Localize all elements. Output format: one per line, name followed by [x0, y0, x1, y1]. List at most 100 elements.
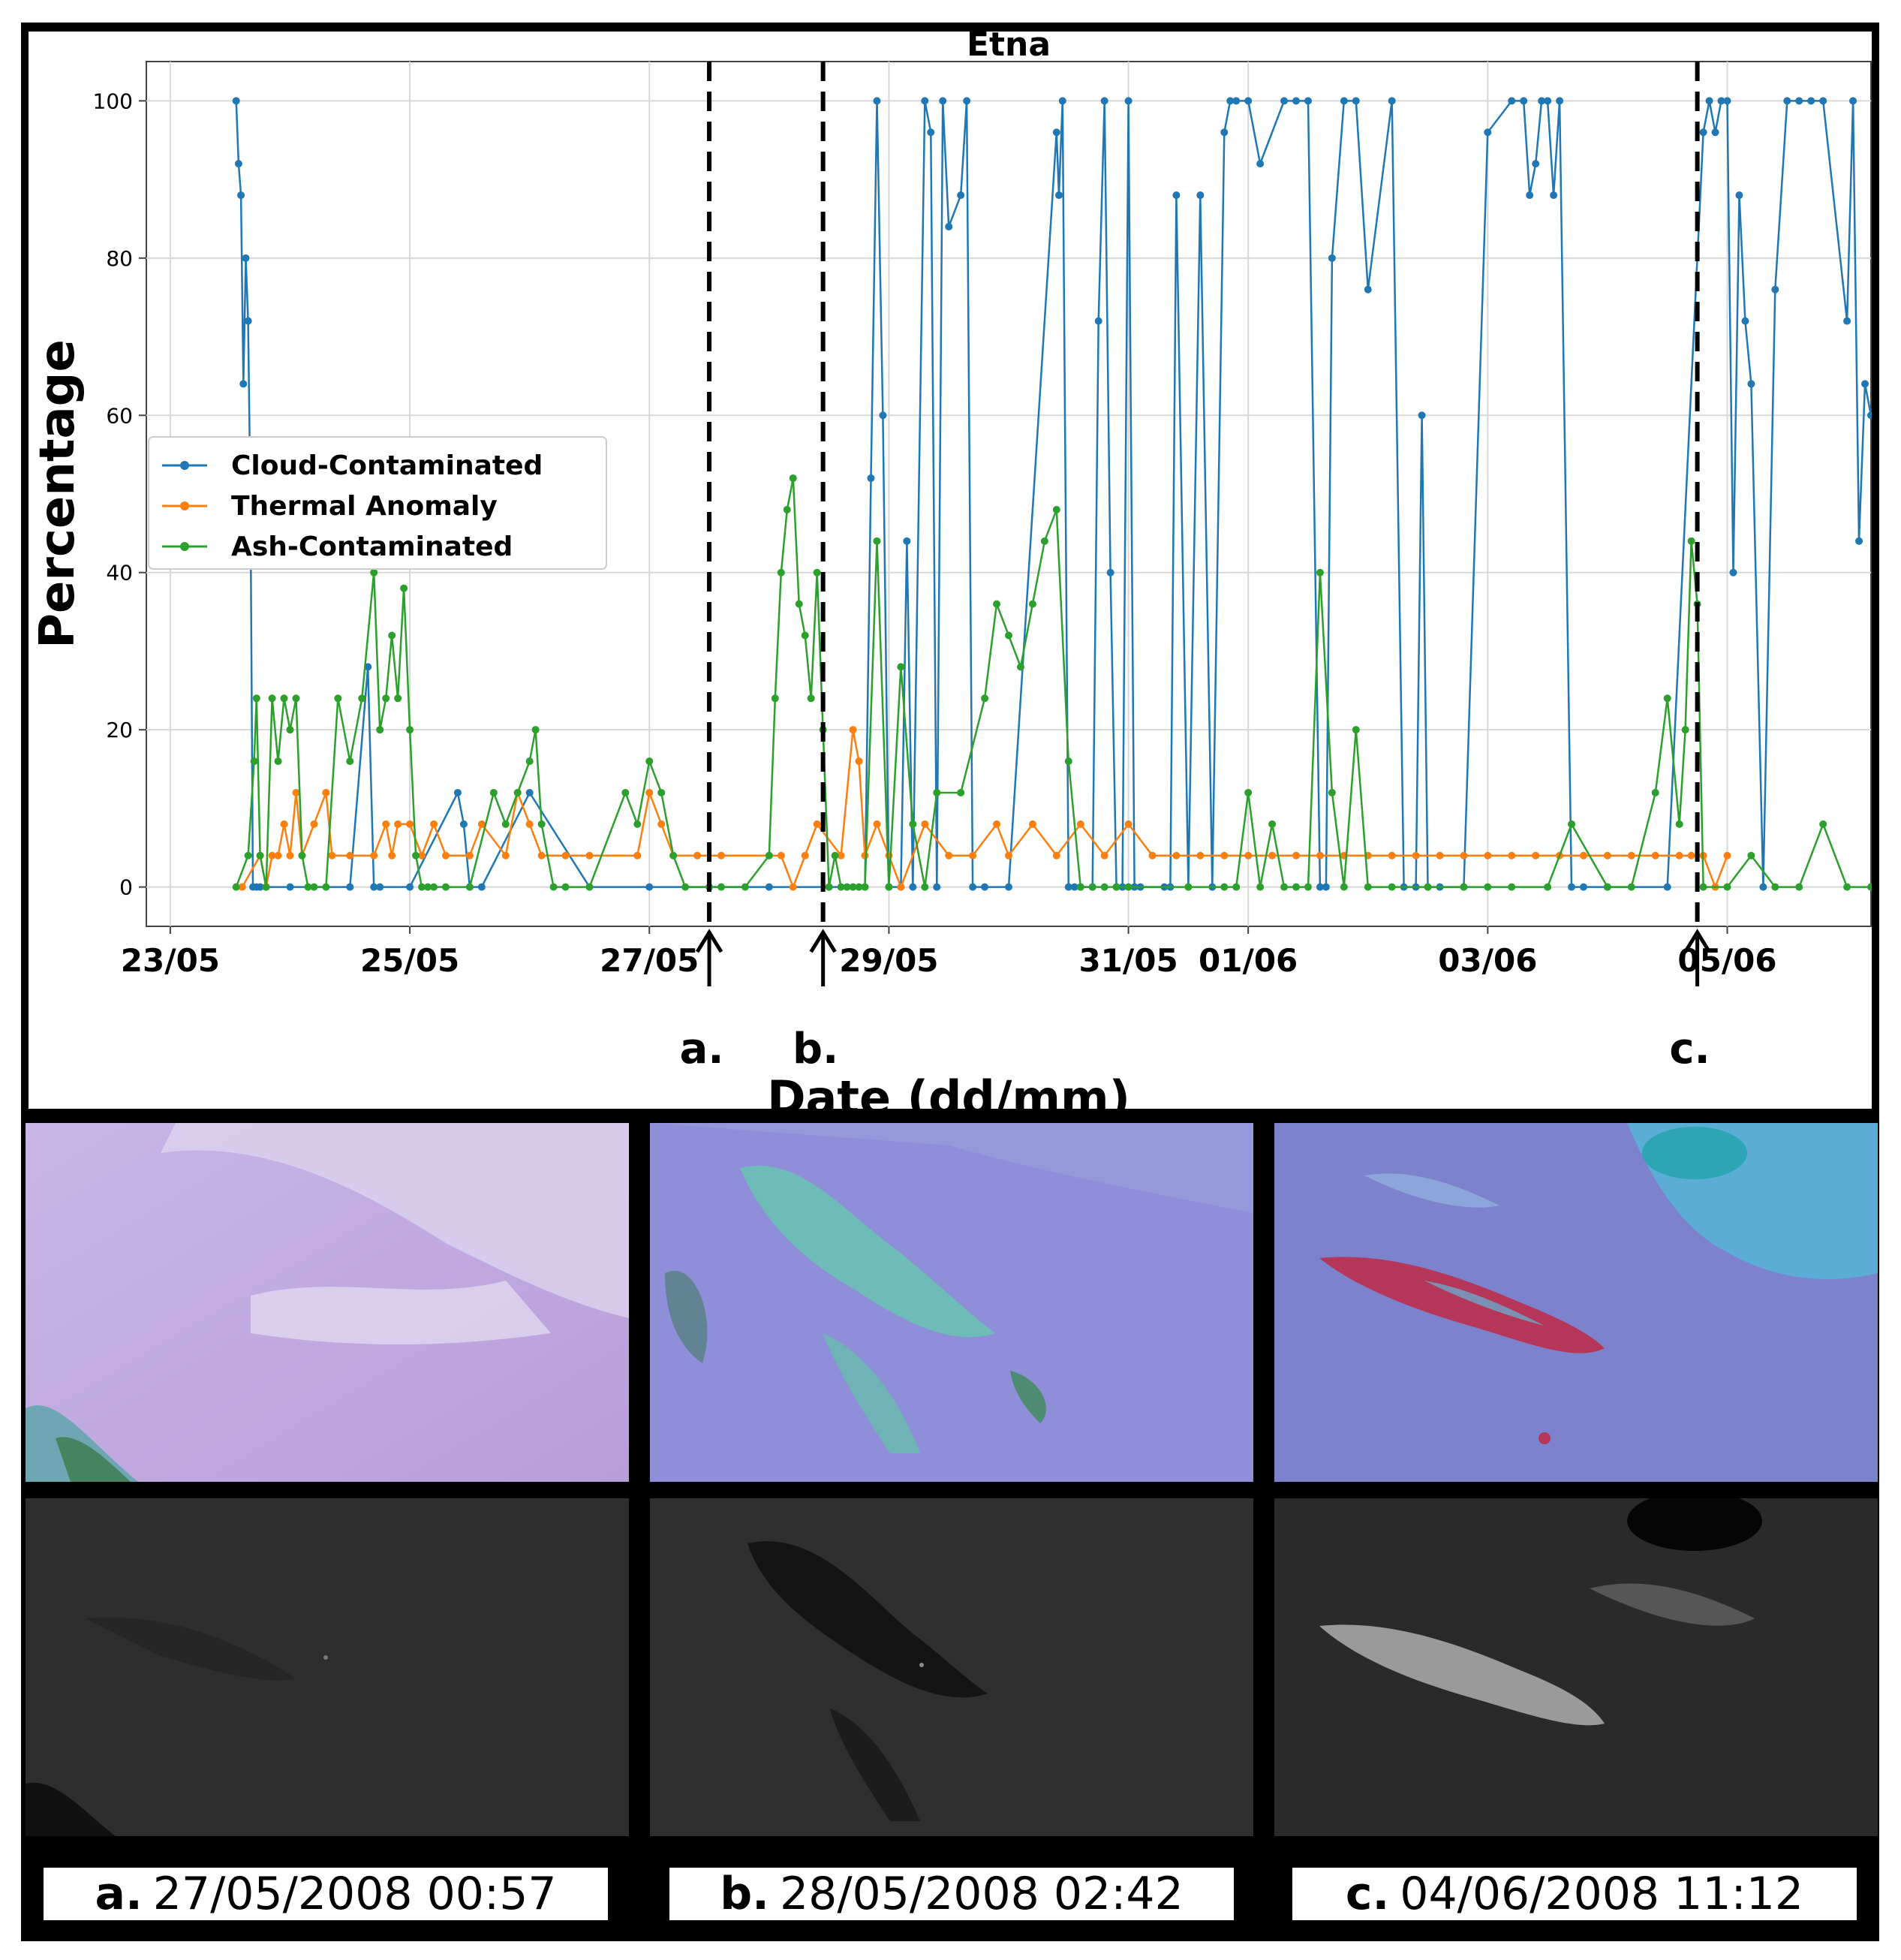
data-point: [1364, 285, 1372, 294]
x-axis-label: Date (dd/mm): [767, 1070, 1130, 1109]
data-point: [1052, 851, 1060, 860]
event-arrow-head: [1683, 929, 1711, 953]
data-point: [1040, 537, 1048, 545]
data-point: [1328, 788, 1336, 796]
data-point: [1172, 191, 1181, 200]
data-point: [561, 851, 570, 860]
rgb-image-a: [26, 1123, 629, 1482]
data-point: [885, 883, 893, 891]
y-axis-label: Percentage: [30, 339, 86, 649]
data-point: [286, 883, 294, 891]
data-point: [849, 883, 857, 891]
data-point: [1771, 285, 1779, 294]
data-point: [1849, 97, 1857, 105]
data-point: [238, 883, 246, 891]
data-point: [280, 694, 288, 703]
x-tick-label: 27/05: [600, 942, 699, 979]
data-point: [394, 694, 402, 703]
x-tick-label: 23/05: [121, 942, 220, 979]
data-point: [645, 788, 654, 796]
data-point: [1556, 97, 1564, 105]
data-point: [358, 694, 366, 703]
data-point: [933, 788, 941, 796]
data-point: [430, 820, 438, 828]
data-point: [1076, 883, 1084, 891]
data-point: [1711, 128, 1719, 137]
data-point: [1328, 254, 1336, 262]
data-point: [771, 694, 779, 703]
data-point: [1316, 568, 1324, 577]
data-point: [310, 883, 318, 891]
data-point: [1244, 97, 1253, 105]
data-point: [903, 537, 911, 545]
data-point: [1100, 851, 1108, 860]
data-point: [1627, 851, 1635, 860]
data-point: [262, 883, 270, 891]
data-point: [765, 851, 773, 860]
data-point: [1388, 851, 1396, 860]
data-point: [1699, 128, 1707, 137]
data-point: [1280, 883, 1289, 891]
data-point: [1352, 97, 1360, 105]
data-point: [382, 694, 390, 703]
data-point: [783, 505, 791, 513]
data-point: [1747, 380, 1755, 388]
data-point: [831, 851, 839, 860]
data-point: [430, 883, 438, 891]
data-point: [1256, 883, 1265, 891]
series-line: [241, 729, 1728, 890]
data-point: [1124, 883, 1132, 891]
data-point: [280, 820, 288, 828]
data-point: [765, 883, 773, 891]
data-point: [1687, 851, 1695, 860]
event-marker-1: a.: [680, 1025, 724, 1073]
data-point: [1052, 128, 1060, 137]
legend-swatch-marker: [180, 501, 189, 510]
data-point: [1028, 600, 1036, 608]
legend-label: Thermal Anomaly: [231, 491, 498, 522]
data-point: [441, 883, 450, 891]
data-point: [406, 726, 414, 734]
data-point: [1819, 820, 1827, 828]
data-point: [1100, 97, 1108, 105]
data-point: [1723, 851, 1731, 860]
data-point: [234, 160, 242, 168]
data-point: [1005, 851, 1012, 860]
data-point: [453, 788, 462, 796]
data-point: [400, 584, 408, 592]
data-point: [1699, 883, 1707, 891]
data-point: [843, 883, 851, 891]
data-point: [1484, 883, 1492, 891]
data-point: [813, 820, 821, 828]
data-point: [963, 97, 971, 105]
data-point: [1292, 883, 1300, 891]
data-point: [256, 883, 264, 891]
data-point: [1340, 883, 1348, 891]
data-point: [346, 883, 354, 891]
data-point: [525, 757, 534, 766]
data-point: [1100, 883, 1108, 891]
data-point: [1568, 883, 1576, 891]
data-point: [873, 97, 881, 105]
data-point: [406, 820, 414, 828]
data-point: [310, 820, 318, 828]
data-point: [525, 788, 534, 796]
data-point: [1675, 820, 1683, 828]
gray-image-a: [26, 1498, 629, 1836]
data-point: [873, 820, 881, 828]
data-point: [459, 820, 468, 828]
data-point: [382, 820, 390, 828]
data-point: [1112, 883, 1120, 891]
x-tick-label: 01/06: [1199, 942, 1298, 979]
data-point: [1388, 97, 1396, 105]
data-point: [252, 694, 260, 703]
data-point: [921, 97, 929, 105]
data-point: [418, 883, 426, 891]
data-point: [274, 757, 282, 766]
data-point: [531, 726, 540, 734]
data-point: [897, 883, 905, 891]
caption-c-timestamp: 04/06/2008 11:12: [1400, 1868, 1804, 1920]
x-tick-label: 05/06: [1677, 942, 1776, 979]
y-tick-label: 40: [106, 561, 133, 586]
data-point: [1016, 663, 1024, 671]
